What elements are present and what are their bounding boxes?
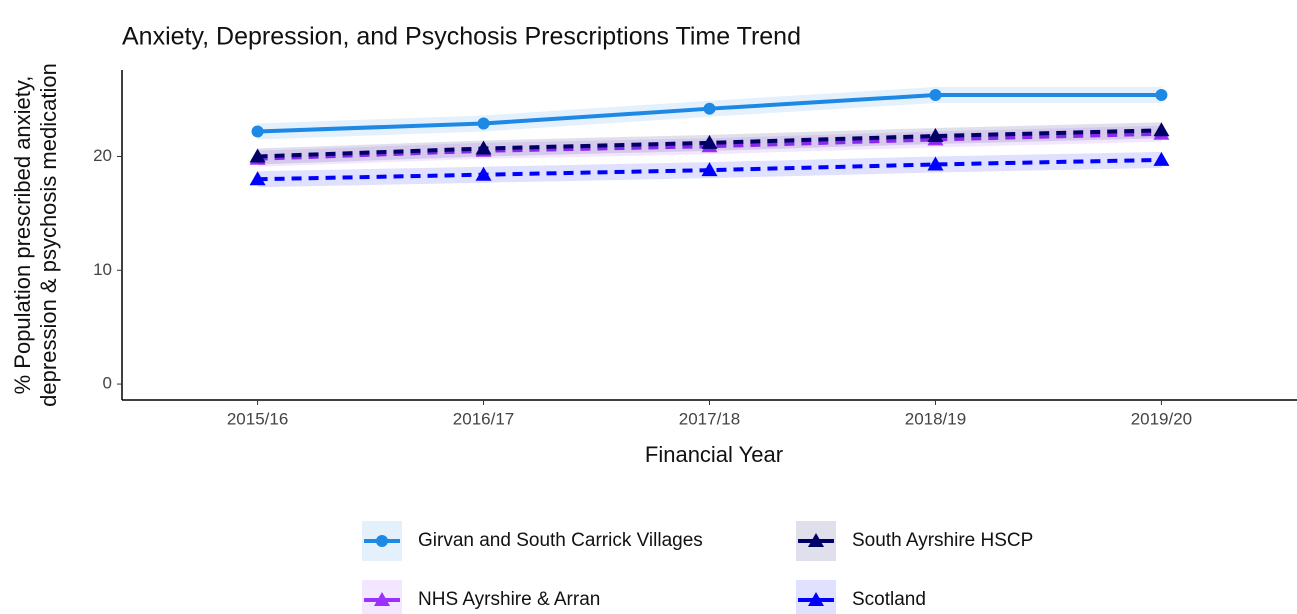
marker bbox=[475, 166, 492, 181]
series-line bbox=[257, 157, 1162, 182]
y-tick-label: 10 bbox=[93, 260, 112, 279]
legend-key-marker bbox=[376, 535, 388, 547]
legend-item: Girvan and South Carrick Villages bbox=[362, 521, 703, 561]
x-tick-label: 2015/16 bbox=[227, 409, 288, 428]
legend-item: South Ayrshire HSCP bbox=[796, 521, 1033, 561]
marker bbox=[251, 125, 264, 138]
legend-item: NHS Ayrshire & Arran bbox=[362, 580, 600, 614]
legend-label: Scotland bbox=[852, 589, 926, 610]
x-axis-label: Financial Year bbox=[645, 442, 783, 467]
marker bbox=[249, 148, 266, 163]
y-axis-label-line: depression & psychosis medication bbox=[36, 63, 61, 407]
marker bbox=[1153, 151, 1170, 166]
y-tick-label: 20 bbox=[93, 146, 112, 165]
marker bbox=[701, 134, 718, 149]
x-tick-label: 2016/17 bbox=[453, 409, 514, 428]
marker bbox=[927, 156, 944, 171]
legend-key-marker bbox=[808, 533, 824, 547]
marker bbox=[1155, 89, 1168, 102]
marker bbox=[929, 89, 942, 102]
y-axis-label: % Population prescribed anxiety, depress… bbox=[10, 63, 61, 407]
marker bbox=[249, 171, 266, 186]
chart-title: Anxiety, Depression, and Psychosis Presc… bbox=[122, 23, 801, 51]
series-line bbox=[257, 131, 1162, 161]
legend-item: Scotland bbox=[796, 580, 926, 614]
marker bbox=[703, 102, 716, 115]
legend-label: South Ayrshire HSCP bbox=[852, 530, 1033, 551]
marker bbox=[1153, 122, 1170, 137]
marker bbox=[701, 162, 718, 177]
legend-label: NHS Ayrshire & Arran bbox=[418, 589, 600, 610]
x-tick-label: 2018/19 bbox=[905, 409, 966, 428]
series-line bbox=[257, 128, 1162, 159]
marker bbox=[927, 128, 944, 142]
y-axis-label-line: % Population prescribed anxiety, bbox=[10, 76, 35, 395]
x-tick-label: 2017/18 bbox=[679, 409, 740, 428]
legend-key-marker bbox=[374, 592, 390, 606]
legend-label: Girvan and South Carrick Villages bbox=[418, 530, 703, 551]
y-tick-label: 0 bbox=[103, 374, 112, 393]
legend-key-marker bbox=[808, 592, 824, 606]
x-tick-label: 2019/20 bbox=[1131, 409, 1192, 428]
marker bbox=[477, 117, 490, 130]
marker bbox=[475, 140, 492, 155]
